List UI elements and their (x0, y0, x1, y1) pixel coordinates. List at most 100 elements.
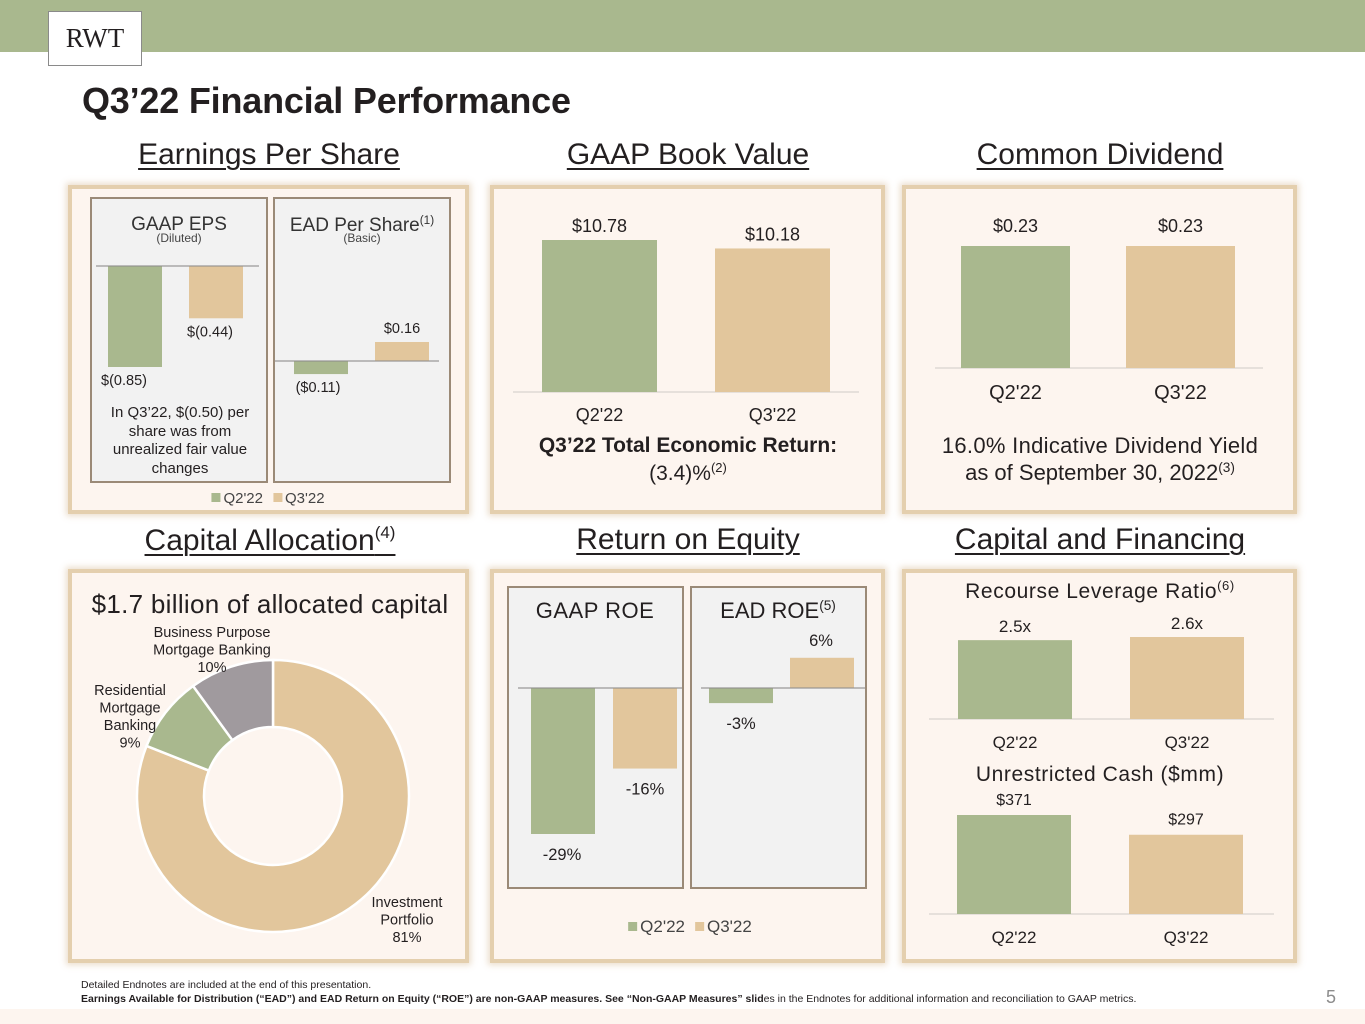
ead-roe-box (690, 586, 867, 889)
eps-note: In Q3’22, $(0.50) per share was from unr… (111, 404, 249, 478)
leverage-value-label: 2.5x (999, 617, 1032, 636)
roe-chart: -29% -16% -3% 6% (518, 632, 865, 864)
section-title-dividend: Common Dividend (976, 138, 1224, 171)
eps-note-line: share was from (128, 422, 232, 440)
gaap-eps-title: GAAP EPS (131, 214, 227, 235)
section-title-roe: Return on Equity (576, 523, 800, 556)
non-gaap-disclaimer: Earnings Available for Distribution (“EA… (81, 993, 1136, 1005)
donut-label-name: Mortgage (99, 701, 160, 717)
ead_roe-value-label: 6% (809, 632, 833, 650)
ead-roe-title-text: EAD ROE (720, 598, 820, 624)
allocated-capital-subtitle: $1.7 billion of allocated capital (91, 589, 449, 619)
cash-title: Unrestricted Cash ($mm) (975, 763, 1225, 786)
dividend-yield-footnote: (3) (1218, 460, 1235, 475)
book_value-bar-q3 (715, 248, 830, 392)
section-title-capital-allocation: Capital Allocation(4) (145, 523, 396, 558)
donut-slice-business-purpose-mortgage-banking (191, 658, 275, 742)
dividend-category-label: Q2'22 (989, 382, 1042, 404)
total-economic-return-label: Q3’22 Total Economic Return: (538, 434, 838, 457)
leverage-bar-q3 (1130, 637, 1244, 719)
book_value-value-label: $10.18 (745, 224, 800, 244)
legend-label-q2: Q2'22 (640, 917, 685, 936)
legend-label-q3: Q3'22 (707, 917, 752, 936)
company-logo: RWT (48, 11, 142, 66)
dividend-value-label: $0.23 (993, 216, 1038, 236)
ead-per-share-subtitle: (Basic) (343, 231, 381, 245)
donut-label-name: Mortgage Banking (153, 643, 271, 659)
legend-swatch-q2 (211, 493, 221, 502)
panel-capital-allocation: $1.7 billion of allocated capital Invest… (68, 569, 469, 963)
ead-per-share-footnote: (1) (419, 214, 435, 227)
book-value-chart: $10.78 Q2'22 $10.18 Q3'22 (513, 216, 859, 425)
dividend-yield-date: as of September 30, 2022 (965, 460, 1219, 486)
panel-financing: Recourse Leverage Ratio(6) Unrestricted … (902, 569, 1297, 963)
leverage-value-label: 2.6x (1171, 614, 1204, 633)
ead-per-share-box (273, 197, 451, 483)
gaap_eps-bar-q2 (108, 266, 162, 367)
ead_roe-bar-q2 (709, 688, 773, 704)
leverage-category-label: Q2'22 (993, 733, 1038, 752)
leverage-title: Recourse Leverage Ratio(6) (965, 578, 1235, 604)
dividend-bar-q3 (1126, 246, 1235, 368)
ter-value-text: (3.4)% (649, 461, 711, 485)
ead_per_share-value-label: ($0.11) (296, 380, 341, 396)
ead-per-share-title-text: EAD Per Share (289, 215, 420, 237)
gaap_eps-bar-q3 (189, 266, 243, 319)
ead_per_share-bar-q3 (375, 341, 429, 361)
footer-band (0, 1009, 1365, 1024)
donut-label-name: Portfolio (380, 913, 433, 929)
section-title-financing: Capital and Financing (954, 523, 1246, 556)
endnotes-note: Detailed Endnotes are included at the en… (81, 979, 372, 991)
dividend-value-label: $0.23 (1158, 216, 1203, 236)
leverage-category-label: Q3'22 (1165, 733, 1210, 752)
book_value-value-label: $10.78 (572, 216, 627, 236)
eps-note-line: In Q3’22, $(0.50) per (110, 404, 250, 421)
leverage-footnote: (6) (1217, 578, 1235, 593)
donut-label-percent: 9% (120, 736, 141, 752)
ead-roe-footnote: (5) (819, 598, 836, 613)
eps-note-line: unrealized fair value (112, 441, 248, 458)
gaap_eps-value-label: $(0.44) (187, 324, 233, 340)
eps-note-line: changes (151, 459, 209, 477)
legend-item-q2: Q2'22 (628, 917, 685, 937)
cash-bar-q3 (1129, 834, 1243, 914)
legend-label-q2: Q2'22 (223, 490, 263, 507)
ead_roe-value-label: -3% (726, 715, 756, 733)
dividend-bar-q2 (961, 246, 1070, 368)
donut-label-name: Banking (104, 718, 156, 734)
dividend-chart: $0.23 Q2'22 $0.23 Q3'22 (935, 216, 1263, 404)
cash-value-label: $297 (1168, 812, 1204, 829)
panel-eps: GAAP EPS (Diluted) EAD Per Share(1) (Bas… (68, 185, 469, 514)
legend-swatch-q2 (628, 922, 638, 931)
eps-chart: $(0.85) $(0.44) ($0.11) $0.16 (96, 265, 439, 396)
legend-item-q3: Q3'22 (695, 917, 752, 937)
ead_per_share-value-label: $0.16 (384, 321, 420, 337)
total-economic-return-value: (3.4)%(2) (649, 460, 727, 486)
ead_roe-bar-q3 (790, 657, 854, 688)
gaap_roe-value-label: -29% (543, 846, 582, 864)
legend-item-q2: Q2'22 (211, 490, 263, 507)
cash-value-label: $371 (996, 792, 1032, 809)
panel-book-value: $10.78 Q2'22 $10.18 Q3'22 Q3’22 Total Econo… (490, 185, 885, 514)
gaap_roe-bar-q3 (613, 688, 677, 769)
leverage-bar-q2 (958, 640, 1072, 719)
gaap-roe-title: GAAP ROE (535, 598, 655, 623)
capital-allocation-footnote: (4) (374, 523, 396, 542)
book_value-bar-q2 (542, 240, 657, 392)
legend-swatch-q3 (695, 922, 704, 931)
donut-label-percent: 10% (197, 660, 226, 676)
dividend-category-label: Q3'22 (1154, 382, 1207, 404)
section-title-book-value: GAAP Book Value (566, 138, 810, 171)
donut-slice-investment-portfolio (135, 658, 411, 934)
roe-legend: Q2'22 Q3'22 (628, 917, 752, 937)
donut-label-name: Residential (94, 683, 166, 699)
panel-roe: GAAP ROE EAD ROE(5) -29% -16% -3% 6% Q2'22 … (490, 569, 885, 963)
capital-allocation-title-text: Capital Allocation (144, 524, 375, 557)
gaap_roe-bar-q2 (531, 688, 595, 834)
donut-label-name: Investment (372, 895, 443, 911)
book_value-category-label: Q3'22 (749, 405, 796, 425)
cash-category-label: Q2'22 (992, 928, 1037, 947)
ead-per-share-title: EAD Per Share(1) (290, 214, 434, 237)
gaap_eps-value-label: $(0.85) (101, 373, 147, 389)
